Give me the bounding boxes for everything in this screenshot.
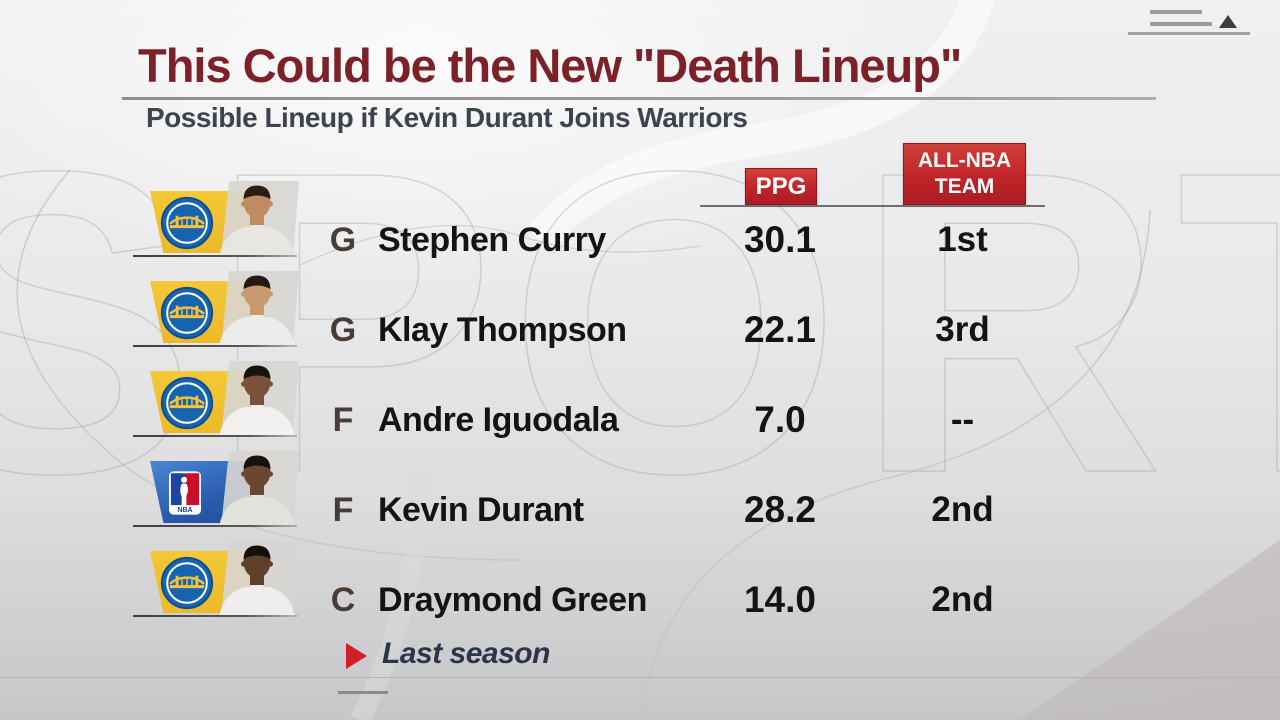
menu-line-icon (1150, 22, 1212, 26)
table-row: NBA F Andre Iguodala 7.0 -- (0, 361, 1280, 461)
player-headshot (219, 361, 299, 437)
player-all-nba-rank: 2nd (931, 580, 994, 619)
footer-divider (0, 677, 1280, 678)
player-photo: NBA (133, 181, 299, 257)
table-row: NBA F Kevin Durant 28.2 2nd (0, 451, 1280, 551)
top-right-divider (1128, 32, 1250, 35)
nba-logo: NBA (169, 471, 201, 515)
player-position: C (330, 581, 356, 619)
player-position: F (332, 491, 354, 529)
table-row: NBA C Draymond Green 14.0 2nd (0, 541, 1280, 641)
warriors-logo (160, 376, 214, 430)
player-name: Draymond Green (378, 581, 647, 619)
photo-underline (133, 435, 297, 437)
note-caret-icon (346, 643, 367, 669)
player-name: Andre Iguodala (378, 401, 619, 439)
player-ppg: 30.1 (743, 219, 816, 260)
photo-underline (133, 615, 297, 617)
player-headshot (219, 541, 299, 617)
player-all-nba-rank: -- (950, 400, 975, 439)
player-photo: NBA (133, 271, 299, 347)
player-photo: NBA (133, 361, 299, 437)
warriors-logo (160, 556, 214, 610)
all-nba-label-line1: ALL-NBA (917, 149, 1012, 172)
column-header-ppg: PPG (745, 168, 817, 205)
page-title: This Could be the New "Death Lineup" (138, 39, 962, 92)
player-all-nba-rank: 2nd (931, 490, 994, 529)
svg-text:NBA: NBA (177, 507, 192, 514)
photo-underline (133, 345, 297, 347)
player-position: G (329, 221, 357, 259)
footnote: Last season (382, 637, 550, 670)
collapse-caret-icon[interactable] (1219, 15, 1237, 28)
photo-underline (133, 255, 297, 257)
player-headshot (219, 181, 299, 257)
player-ppg: 7.0 (754, 399, 806, 440)
player-ppg: 22.1 (743, 309, 816, 350)
player-headshot (219, 451, 299, 527)
player-name: Kevin Durant (378, 491, 584, 529)
player-all-nba-rank: 3rd (935, 310, 990, 349)
player-ppg: 14.0 (743, 579, 816, 620)
warriors-logo (160, 196, 214, 250)
player-position: F (332, 401, 354, 439)
column-header-all-nba: ALL-NBA TEAM (903, 143, 1026, 205)
table-row: NBA G Klay Thompson 22.1 3rd (0, 271, 1280, 371)
menu-line-icon (1150, 10, 1202, 14)
warriors-logo (160, 286, 214, 340)
title-divider (122, 97, 1156, 100)
player-all-nba-rank: 1st (937, 220, 988, 259)
player-headshot (219, 271, 299, 347)
column-header-divider (700, 205, 1045, 207)
player-name: Stephen Curry (378, 221, 606, 259)
player-name: Klay Thompson (378, 311, 627, 349)
player-position: G (329, 311, 357, 349)
footer-tick (338, 691, 388, 694)
photo-underline (133, 525, 297, 527)
ppg-label: PPG (755, 172, 807, 200)
player-photo: NBA (133, 451, 299, 527)
player-ppg: 28.2 (743, 489, 816, 530)
table-row: NBA G Stephen Curry 30.1 1st (0, 181, 1280, 281)
player-photo: NBA (133, 541, 299, 617)
page-subtitle: Possible Lineup if Kevin Durant Joins Wa… (146, 102, 748, 133)
all-nba-label-line2: TEAM (934, 175, 995, 198)
